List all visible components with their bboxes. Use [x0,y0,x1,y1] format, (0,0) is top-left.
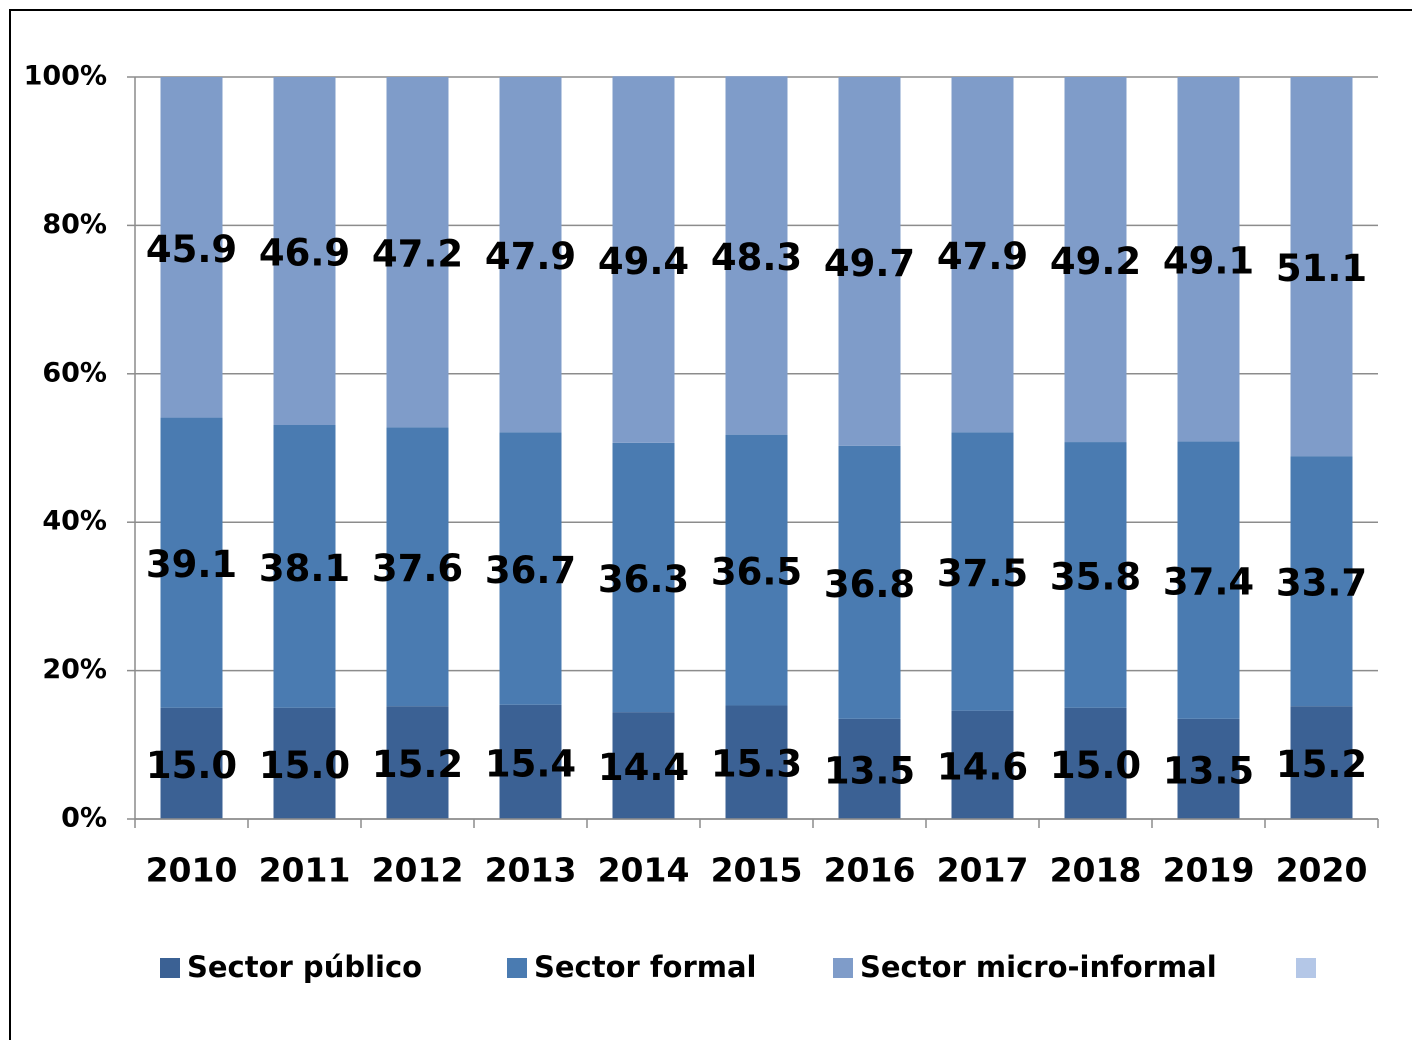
bar-segment [1290,706,1353,819]
data-label: 35.8 [1050,555,1141,598]
bar-segment [725,705,788,819]
bar-segment [499,704,562,819]
bar-segment [499,432,562,705]
data-label: 15.2 [372,743,463,786]
y-tick-label: 20% [42,654,107,685]
data-label: 51.1 [1276,247,1367,290]
bar-segment [499,77,562,433]
bar-segment [273,707,336,819]
bar-segment [1064,707,1127,819]
y-tick-label: 80% [42,209,107,240]
data-label: 47.9 [485,235,576,278]
y-tick-label: 60% [42,357,107,388]
chart-border [9,9,1412,1040]
x-tick-label: 2018 [1050,851,1142,890]
legend-swatch [1296,958,1316,978]
bar-segment [273,424,336,708]
bar-segment [1177,77,1240,442]
data-label: 15.0 [259,744,350,787]
bar-segment [160,417,223,708]
x-tick-label: 2015 [711,851,803,890]
data-label: 37.5 [937,552,1028,595]
data-label: 15.2 [1276,743,1367,786]
data-label: 13.5 [824,749,915,792]
bar-segment [612,712,675,819]
data-label: 15.0 [146,744,237,787]
x-tick-label: 2011 [259,851,351,890]
data-label: 13.5 [1163,749,1254,792]
data-label: 36.8 [824,563,915,606]
x-tick-label: 2016 [824,851,916,890]
data-label: 47.9 [937,235,1028,278]
data-label: 45.9 [146,228,237,271]
bar-segment [951,432,1014,711]
legend-label: Sector público [187,950,422,984]
legend-swatch [507,958,527,978]
data-label: 33.7 [1276,562,1367,605]
data-label: 38.1 [259,547,350,590]
data-label: 49.7 [824,242,915,285]
data-label: 15.0 [1050,744,1141,787]
data-label: 46.9 [259,231,350,274]
data-label: 36.3 [598,558,689,601]
data-label: 48.3 [711,236,802,279]
legend-label: Sector micro-informal [860,950,1217,984]
bar-segment [160,707,223,819]
data-label: 37.6 [372,547,463,590]
bar-segment [838,445,901,719]
data-label: 47.2 [372,233,463,276]
data-label: 49.1 [1163,240,1254,283]
x-tick-label: 2012 [372,851,464,890]
y-tick-label: 100% [24,61,107,92]
bar-segment [160,77,223,418]
bar-segment [1177,718,1240,819]
data-label: 14.4 [598,746,689,789]
bar-segment [725,434,788,706]
bar-segment [273,77,336,425]
y-tick-label: 40% [42,506,107,537]
bar-segment [386,706,449,819]
bar-segment [1290,456,1353,707]
bar-segment [1064,442,1127,708]
data-label: 15.3 [711,743,802,786]
bar-segment [386,427,449,707]
x-tick-label: 2013 [485,851,577,890]
bar-segment [1177,441,1240,719]
x-tick-label: 2010 [146,851,238,890]
data-label: 37.4 [1163,561,1254,604]
bar-segment [1290,77,1353,457]
data-label: 49.2 [1050,240,1141,283]
legend-swatch [160,958,180,978]
legend-swatch [833,958,853,978]
bar-segment [951,710,1014,819]
data-label: 14.6 [937,745,1028,788]
data-label: 49.4 [598,240,689,283]
data-label: 36.5 [711,551,802,594]
bar-segment [951,77,1014,433]
data-label: 36.7 [485,549,576,592]
legend-label: Sector formal [534,950,757,984]
bar-segment [838,77,901,446]
bar-segment [1064,77,1127,443]
data-label: 15.4 [485,742,576,785]
x-tick-label: 2020 [1276,851,1368,890]
bar-segment [612,442,675,713]
x-tick-label: 2017 [937,851,1029,890]
x-tick-label: 2014 [598,851,690,890]
data-label: 39.1 [146,543,237,586]
bar-segment [612,76,675,443]
bar-segment [838,718,901,819]
y-tick-label: 0% [61,803,107,834]
bar-segment [725,76,788,435]
x-tick-label: 2019 [1163,851,1255,890]
bar-segment [386,77,449,428]
